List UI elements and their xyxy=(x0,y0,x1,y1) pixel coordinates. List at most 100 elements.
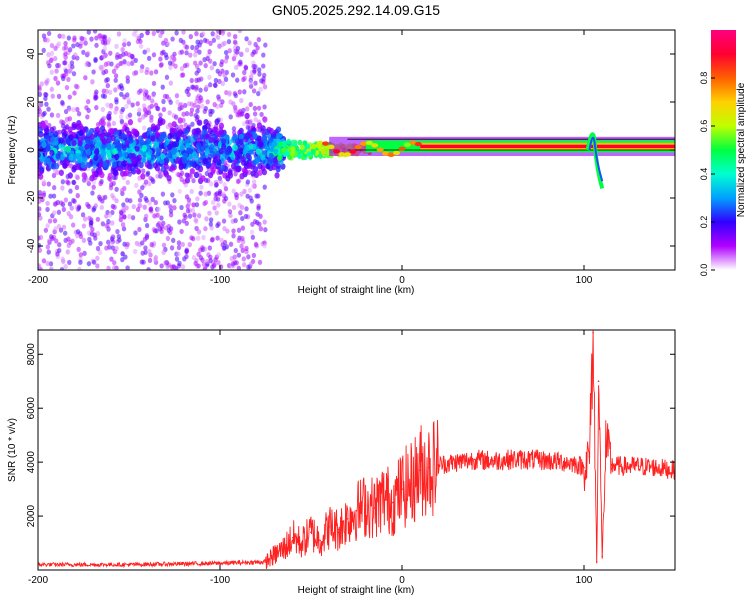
noise-blob xyxy=(143,179,149,185)
colorbar-tick-label: 0.6 xyxy=(699,120,709,133)
band-blob xyxy=(98,118,105,126)
noise-blob xyxy=(72,37,77,43)
noise-blob xyxy=(78,233,84,240)
band-blob xyxy=(189,160,195,167)
noise-blob xyxy=(155,30,161,34)
snr-point xyxy=(583,466,585,469)
noise-blob xyxy=(86,107,91,114)
noise-blob xyxy=(170,36,175,42)
noise-blob xyxy=(158,32,163,39)
noise-blob xyxy=(256,193,261,199)
band-blob xyxy=(113,130,119,138)
band-blob xyxy=(145,138,152,145)
noise-blob xyxy=(222,72,227,79)
noise-blob xyxy=(223,76,229,82)
noise-blob xyxy=(212,205,217,211)
noise-blob xyxy=(38,235,41,241)
noise-blob xyxy=(51,210,57,216)
transition-blob xyxy=(290,145,296,152)
noise-blob xyxy=(177,260,182,266)
x-tick-label: -200 xyxy=(28,275,48,286)
noise-blob xyxy=(49,57,54,63)
noise-blob xyxy=(253,241,259,247)
noise-blob xyxy=(41,258,47,264)
band-blob xyxy=(101,138,107,145)
noise-blob xyxy=(210,31,215,37)
noise-blob xyxy=(45,200,50,207)
noise-blob xyxy=(134,182,139,189)
band-blob xyxy=(109,127,115,135)
noise-blob xyxy=(233,217,238,224)
noise-blob xyxy=(38,242,42,249)
noise-blob xyxy=(167,60,173,66)
noise-blob xyxy=(252,105,258,112)
noise-blob xyxy=(239,111,245,117)
noise-blob xyxy=(112,204,117,210)
noise-blob xyxy=(109,256,114,262)
noise-blob xyxy=(115,63,120,69)
noise-blob xyxy=(234,64,239,71)
noise-blob xyxy=(104,77,109,84)
band-blob xyxy=(218,122,225,130)
snr-point xyxy=(595,561,598,563)
noise-blob xyxy=(195,196,200,202)
noise-blob xyxy=(48,193,53,199)
y-tick-label: 40 xyxy=(26,48,37,60)
noise-blob xyxy=(127,213,132,220)
noise-blob xyxy=(108,104,114,110)
band-blob xyxy=(134,145,140,152)
noise-blob xyxy=(106,239,111,245)
band-blob xyxy=(102,161,108,168)
noise-blob xyxy=(120,251,125,257)
noise-blob xyxy=(62,230,68,236)
band-blob xyxy=(118,165,124,172)
noise-blob xyxy=(188,52,193,58)
noise-blob xyxy=(226,39,232,45)
noise-blob xyxy=(95,255,100,261)
band-blob xyxy=(238,133,244,141)
noise-blob xyxy=(66,76,71,83)
band-blob xyxy=(105,137,112,144)
noise-blob xyxy=(136,111,142,117)
noise-blob xyxy=(207,49,212,55)
y-tick-label: -20 xyxy=(26,190,37,205)
noise-blob xyxy=(45,260,50,266)
noise-blob xyxy=(76,111,82,117)
noise-blob xyxy=(240,225,246,231)
noise-blob xyxy=(215,222,220,229)
band-blob xyxy=(71,123,77,131)
band-blob xyxy=(212,126,218,133)
band-blob xyxy=(141,157,147,164)
transition-blob xyxy=(297,139,303,146)
noise-blob xyxy=(250,221,255,227)
noise-blob xyxy=(48,261,54,267)
noise-blob xyxy=(212,102,217,108)
noise-blob xyxy=(251,179,257,185)
noise-blob xyxy=(196,229,202,235)
band-blob xyxy=(163,163,169,170)
noise-blob xyxy=(46,52,51,58)
band-blob xyxy=(246,162,252,169)
noise-blob xyxy=(215,235,220,241)
noise-blob xyxy=(233,171,238,177)
noise-blob xyxy=(195,235,201,241)
band-blob xyxy=(275,166,281,173)
noise-blob xyxy=(190,84,195,90)
noise-blob xyxy=(256,67,262,73)
noise-blob xyxy=(161,220,166,226)
y-tick-label: 8000 xyxy=(26,343,37,366)
noise-blob xyxy=(110,193,115,199)
snr-point xyxy=(574,462,576,465)
transition-blob xyxy=(276,155,282,161)
snr-point xyxy=(364,504,367,507)
band-blob xyxy=(94,149,100,156)
noise-blob xyxy=(223,195,229,202)
noise-blob xyxy=(193,217,198,223)
noise-blob xyxy=(122,94,127,100)
noise-blob xyxy=(150,177,155,183)
band-blob xyxy=(164,157,170,164)
noise-blob xyxy=(211,37,217,43)
noise-blob xyxy=(253,117,258,123)
band-blob xyxy=(179,144,185,151)
noise-blob xyxy=(180,72,186,78)
